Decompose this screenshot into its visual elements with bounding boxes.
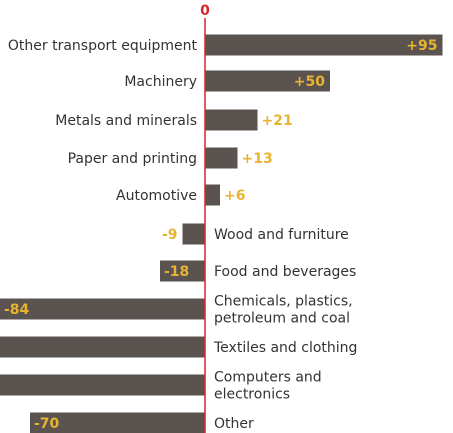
bar	[205, 70, 330, 92]
value-label: -70	[34, 416, 60, 432]
bar	[205, 147, 238, 169]
bar	[0, 336, 205, 358]
category-label: Food and beverages	[214, 264, 356, 280]
bars-group	[0, 34, 443, 433]
value-label: +21	[262, 113, 293, 129]
category-label: Paper and printing	[68, 151, 197, 167]
category-label: Other	[214, 416, 254, 432]
value-label: -18	[164, 264, 189, 280]
zero-label: 0	[200, 3, 210, 19]
value-label: +95	[406, 38, 437, 54]
bar	[160, 260, 205, 282]
value-label: +13	[242, 151, 273, 167]
value-label: +50	[294, 74, 325, 90]
value-labels-group: +95 +50 +21 +13 +6 -9 -18 -84 -70	[4, 38, 438, 432]
value-label: +6	[224, 188, 245, 204]
category-label: Wood and furniture	[214, 227, 349, 243]
bar	[205, 109, 258, 131]
category-label: Metals and minerals	[55, 113, 197, 129]
bar	[0, 298, 205, 320]
category-label: Chemicals, plastics, petroleum and coal	[214, 294, 353, 327]
category-label: Computers and electronics	[214, 370, 322, 403]
category-label: Other transport equipment	[8, 38, 198, 54]
category-label: Automotive	[116, 188, 197, 204]
category-label: Textiles and clothing	[213, 340, 357, 356]
value-label: -9	[162, 227, 178, 243]
bar	[182, 223, 205, 245]
value-label: -84	[4, 302, 30, 318]
bar	[30, 412, 205, 433]
category-labels-group: Other transport equipment Machinery Metals…	[8, 38, 358, 432]
bar	[0, 374, 205, 396]
bar	[205, 34, 443, 56]
category-label: Machinery	[124, 74, 197, 90]
bar	[205, 184, 220, 206]
